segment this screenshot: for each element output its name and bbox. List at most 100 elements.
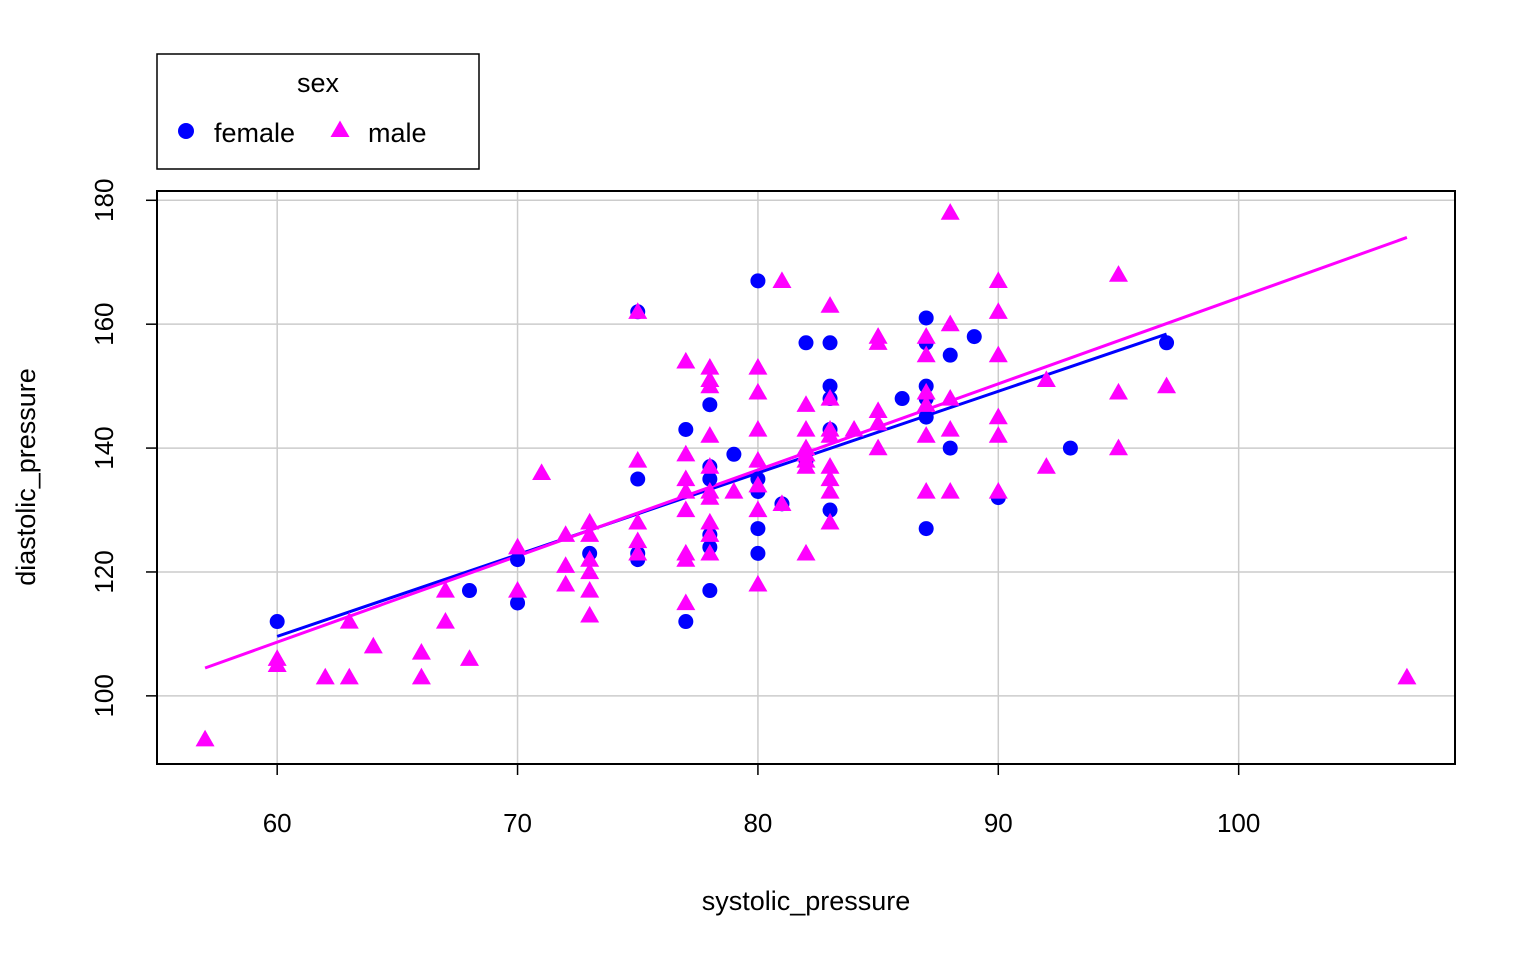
point-male (580, 605, 600, 623)
point-male (748, 358, 768, 375)
point-male (580, 512, 600, 530)
point-female (510, 595, 526, 611)
point-male (772, 271, 792, 288)
point-male (1036, 370, 1056, 388)
point-male (700, 512, 720, 530)
point-female (678, 614, 694, 630)
point-male (339, 612, 359, 629)
point-male (580, 525, 600, 542)
plot-frame (156, 190, 1456, 765)
point-male (820, 512, 840, 530)
point-male (1108, 382, 1128, 400)
point-male (940, 203, 960, 220)
point-male (772, 494, 792, 511)
point-male (1036, 457, 1056, 474)
point-male (868, 438, 888, 456)
point-male (1157, 376, 1177, 394)
y-axis-title: diastolic_pressure (11, 368, 41, 586)
legend: sex female male (156, 53, 480, 170)
point-male (916, 481, 936, 499)
point-male (1397, 667, 1417, 685)
legend-label-male: male (368, 118, 427, 148)
point-male (676, 469, 696, 487)
point-female (461, 583, 477, 599)
point-male (700, 488, 720, 505)
regression-line-female (276, 332, 1168, 638)
point-male (556, 556, 576, 573)
x-tick-label: 60 (263, 808, 292, 838)
point-female (942, 347, 958, 363)
point-male (700, 525, 720, 542)
point-female (822, 335, 838, 351)
point-male (820, 296, 840, 313)
point-male (435, 612, 455, 629)
point-male (868, 333, 888, 350)
point-male (916, 426, 936, 443)
point-male (988, 345, 1008, 363)
x-tick-label: 100 (1217, 808, 1260, 838)
point-male (868, 413, 888, 431)
legend-box (156, 53, 480, 170)
point-female (1159, 335, 1175, 351)
point-male (1108, 438, 1128, 456)
point-male (820, 426, 840, 443)
point-male (532, 463, 552, 480)
point-female (942, 440, 958, 456)
point-male (411, 667, 431, 685)
point-male (748, 450, 768, 468)
point-female (702, 471, 718, 487)
point-female (966, 329, 982, 345)
point-female (822, 502, 838, 518)
legend-title: sex (297, 68, 340, 98)
point-female (1062, 440, 1078, 456)
point-male (676, 550, 696, 567)
point-male (988, 271, 1008, 288)
point-male (916, 345, 936, 363)
point-male (267, 655, 287, 673)
legend-marker-female (178, 123, 194, 139)
point-female (269, 614, 285, 630)
point-male (628, 450, 648, 468)
point-male (916, 327, 936, 344)
y-tick-label: 140 (89, 426, 119, 469)
point-female (798, 335, 814, 351)
point-female (822, 378, 838, 394)
point-male (820, 469, 840, 487)
point-male (700, 543, 720, 561)
point-male (363, 636, 383, 654)
point-male (676, 481, 696, 499)
y-tick-label: 100 (89, 674, 119, 717)
point-male (700, 457, 720, 474)
point-male (820, 481, 840, 499)
y-axis: 100 120 140 160 180 (89, 179, 157, 718)
point-male (700, 426, 720, 443)
point-male (940, 389, 960, 406)
point-male (435, 581, 455, 598)
x-tick-label: 70 (503, 808, 532, 838)
point-female (630, 471, 646, 487)
point-male (676, 593, 696, 611)
legend-label-female: female (214, 118, 295, 148)
point-male (195, 729, 215, 747)
point-male (748, 382, 768, 400)
point-male (628, 512, 648, 530)
point-male (940, 419, 960, 437)
point-male (820, 457, 840, 474)
point-male (628, 543, 648, 561)
point-male (700, 358, 720, 375)
point-male (844, 419, 864, 437)
point-male (940, 314, 960, 332)
point-male (748, 574, 768, 592)
point-female (678, 421, 694, 437)
point-male (724, 481, 744, 499)
point-male (676, 500, 696, 518)
point-male (940, 481, 960, 499)
point-female (894, 391, 910, 407)
point-female (918, 521, 934, 537)
point-male (315, 667, 335, 685)
point-male (796, 543, 816, 561)
point-male (411, 642, 431, 660)
point-male (700, 376, 720, 394)
point-male (868, 401, 888, 419)
point-female (918, 310, 934, 326)
